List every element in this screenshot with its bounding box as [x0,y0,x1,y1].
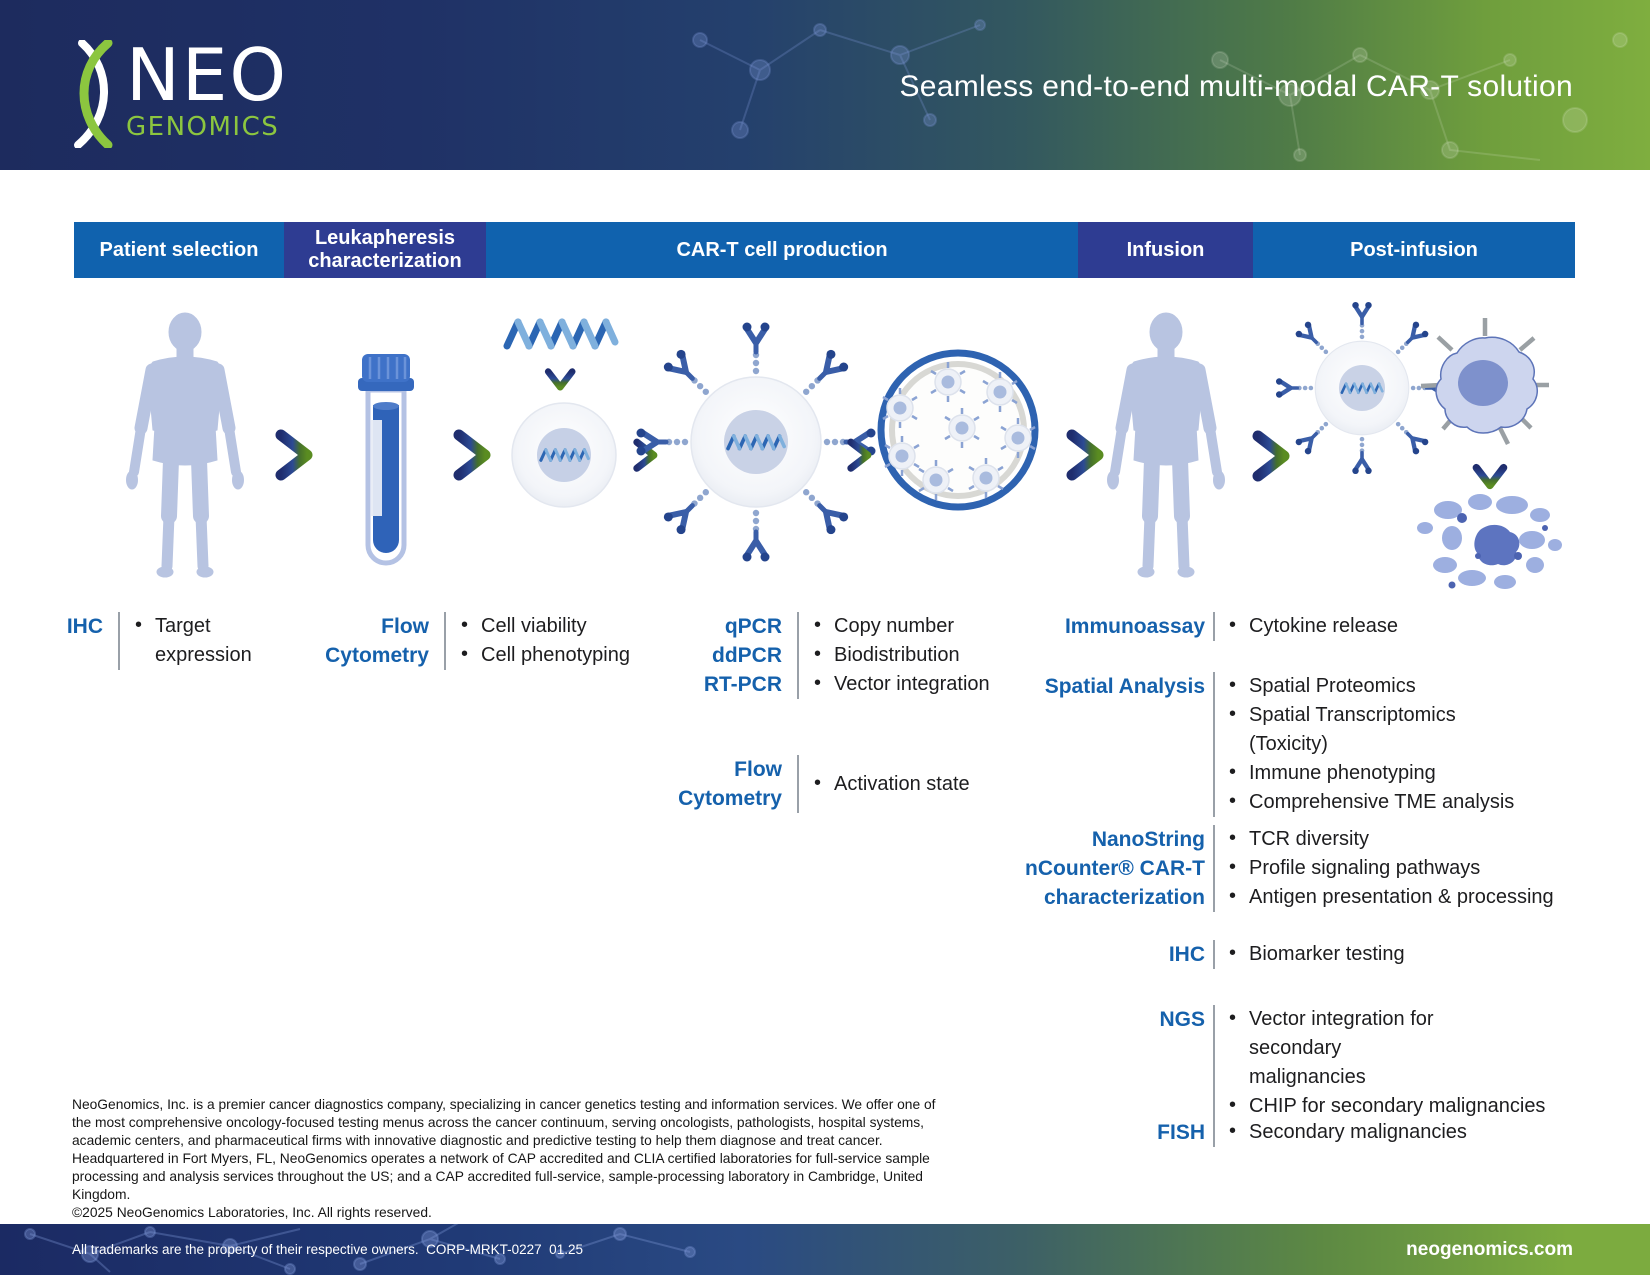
list-item: CHIP for secondary malignancies [1227,1091,1545,1121]
copyright-line: ©2025 NeoGenomics Laboratories, Inc. All… [72,1205,432,1220]
list-item: Spatial Transcriptomics (Toxicity) [1227,700,1482,759]
test-method-label: NanoString nCounter® CAR-T characterizat… [1025,828,1205,909]
flow-arrow-icon [259,435,307,475]
test-method-label: Flow Cytometry [325,615,429,667]
test-block-flow-cytometry-production: Flow Cytometry Activation state [660,755,1017,813]
list-item: Cell viability [459,611,644,641]
down-arrow-icon [1476,453,1503,486]
patient-silhouette-icon [1108,313,1225,577]
divider [1213,1005,1215,1121]
list-item: Profile signaling pathways [1227,853,1562,883]
divider [797,612,799,699]
divider [118,612,120,670]
list-item: Biodistribution [812,640,1027,670]
website-link[interactable]: neogenomics.com [1406,1238,1573,1260]
t-cell-icon [511,402,617,508]
test-method-label: Immunoassay [1064,615,1205,638]
test-item-list: Spatial Proteomics Spatial Transcriptomi… [1227,671,1514,817]
flow-arrow-icon [1050,435,1098,475]
divider [1213,672,1215,817]
test-method-label: Flow Cytometry [678,758,782,810]
divider [1213,940,1215,969]
list-item: Vector integration for secondary maligna… [1227,1004,1452,1092]
trademark-line: All trademarks are the property of their… [72,1242,583,1257]
stage-patient-selection: Patient selection [74,222,284,278]
car-t-cell-icon [1276,302,1448,474]
divider [1213,612,1215,641]
test-method-label: IHC [1168,943,1205,966]
test-method-label: IHC [66,615,103,638]
logo-text-neo: NEO [126,33,289,117]
test-method-label: NGS [1159,1008,1205,1031]
test-item-list: Secondary malignancies [1227,1117,1567,1147]
test-block-flow-cytometry: Flow Cytometry Cell viability Cell pheno… [317,611,644,670]
test-method-label: FISH [1157,1121,1205,1144]
page-title: Seamless end-to-end multi-modal CAR-T so… [899,70,1573,103]
list-item: Cytokine release [1227,611,1567,641]
divider [444,612,446,670]
test-item-list: Target expression [133,611,252,670]
divider [797,755,799,813]
flow-arrow-icon [837,442,868,468]
test-block-ihc-post: IHC Biomarker testing [950,939,1567,969]
test-item-list: TCR diversity Profile signaling pathways… [1227,824,1562,912]
petri-dish-icon [877,349,1039,511]
divider [1213,825,1215,912]
list-item: Biomarker testing [1227,939,1567,969]
list-item: Vector integration [812,669,1027,699]
neogenomics-logo: NEO GENOMICS [70,33,289,148]
bottom-bar: All trademarks are the property of their… [0,1224,1650,1275]
list-item: Activation state [812,769,1017,799]
list-item: Target expression [133,611,252,670]
test-item-list: Copy number Biodistribution Vector integ… [812,611,1027,699]
list-item: Secondary malignancies [1227,1117,1567,1147]
stage-infusion: Infusion [1078,222,1253,278]
test-block-fish: FISH Secondary malignancies [950,1117,1567,1147]
logo-text-genomics: GENOMICS [126,112,280,142]
list-item: TCR diversity [1227,824,1562,854]
logo-dna-icon [74,40,113,148]
flow-arrow-icon [1236,436,1284,476]
test-block-spatial-analysis: Spatial Analysis Spatial Proteomics Spat… [950,671,1514,817]
down-arrow-icon [548,358,572,387]
header-banner: NEO GENOMICS Seamless end-to-end multi-m… [0,0,1650,170]
test-method-label: qPCR ddPCR RT-PCR [703,615,782,696]
stage-post-infusion: Post-infusion [1253,222,1575,278]
stage-cart-cell-production: CAR-T cell production [486,222,1078,278]
test-block-nanostring: NanoString nCounter® CAR-T characterizat… [950,824,1562,912]
patient-silhouette-icon [127,313,244,577]
test-method-label: Spatial Analysis [1044,675,1205,698]
test-item-list: Activation state [812,769,1017,799]
process-stage-bar: Patient selection Leukapheresis characte… [74,222,1575,278]
test-item-list: Cytokine release [1227,611,1567,641]
flow-arrow-icon [437,435,485,475]
about-paragraph: NeoGenomics, Inc. is a premier cancer di… [72,1097,936,1202]
blood-tube-icon [358,354,414,566]
stage-leukapheresis-characterization: Leukapheresis characterization [284,222,486,278]
test-block-pcr: qPCR ddPCR RT-PCR Copy number Biodistrib… [660,611,1027,699]
list-item: Spatial Proteomics [1227,671,1482,701]
company-description: NeoGenomics, Inc. is a premier cancer di… [72,1096,957,1222]
flow-arrow-icon [623,442,654,468]
tumor-cell-icon [1420,318,1549,446]
test-block-immunoassay: Immunoassay Cytokine release [950,611,1567,641]
list-item: Copy number [812,611,1027,641]
apoptosis-debris-icon [1417,494,1562,589]
divider [1213,1118,1215,1147]
test-block-ihc: IHC Target expression [43,611,252,670]
test-item-list: Cell viability Cell phenotyping [459,611,644,670]
list-item: Immune phenotyping [1227,758,1482,788]
list-item: Comprehensive TME analysis [1227,787,1514,817]
dna-helix-icon [507,322,615,346]
test-block-ngs: NGS Vector integration for secondary mal… [950,1004,1545,1121]
test-item-list: Biomarker testing [1227,939,1567,969]
list-item: Antigen presentation & processing [1227,882,1562,912]
list-item: Cell phenotyping [459,640,644,670]
test-item-list: Vector integration for secondary maligna… [1227,1004,1545,1121]
car-t-cell-icon [637,323,876,562]
